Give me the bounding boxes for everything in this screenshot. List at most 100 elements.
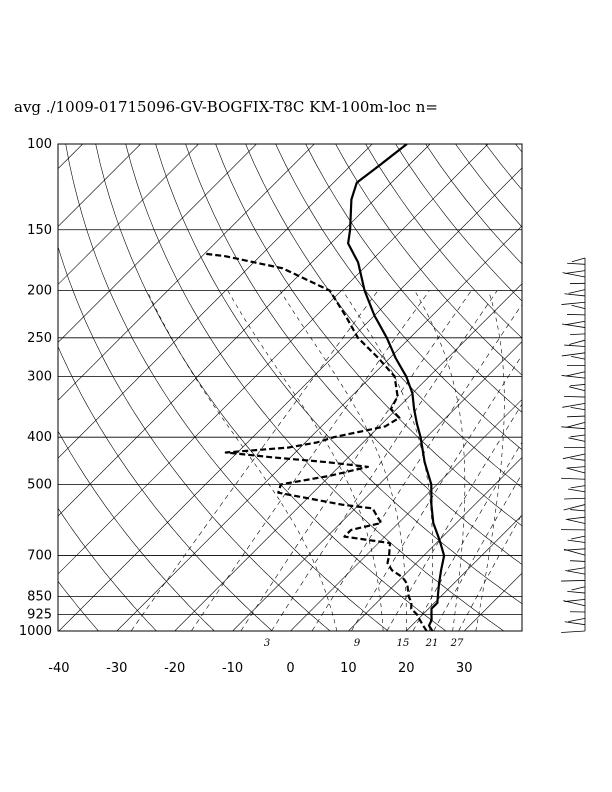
wind-barb — [564, 293, 586, 297]
wind-barb — [571, 304, 586, 309]
moist-adiabat-line — [279, 290, 407, 631]
wind-barb — [566, 421, 586, 428]
moist-adiabat-line — [414, 290, 466, 631]
wind-barb — [561, 630, 586, 633]
dry-adiabat-line — [546, 144, 612, 631]
wind-barb — [562, 453, 586, 460]
isotherm-line — [406, 514, 522, 631]
wind-barb — [564, 497, 586, 500]
temperature-tick-label: -30 — [106, 661, 127, 676]
wind-barb — [564, 395, 586, 398]
wind-barb — [561, 580, 586, 582]
isotherm-line — [58, 167, 522, 631]
dry-adiabat-line — [425, 144, 522, 265]
temperature-tick-label: 0 — [286, 661, 294, 676]
temperature-tick-label: 30 — [456, 661, 473, 676]
isotherm-line — [58, 144, 373, 459]
pressure-tick-label: 500 — [27, 477, 52, 492]
wind-barb — [568, 386, 586, 392]
wind-barb — [569, 339, 586, 345]
dry-adiabat-line — [395, 144, 522, 302]
wind-barb — [571, 355, 586, 360]
wind-barb — [562, 272, 586, 278]
plot-frame — [57, 143, 523, 632]
temperature-tick-label: 10 — [340, 661, 357, 676]
mixing-ratio-label: 21 — [425, 638, 439, 649]
isotherm-line — [58, 144, 199, 285]
pressure-tick-label: 700 — [27, 549, 52, 564]
wind-barb — [563, 600, 586, 607]
wind-barb — [567, 488, 586, 493]
moist-adiabat-line — [227, 290, 384, 631]
mixing-ratio-line — [311, 303, 522, 631]
wind-barb — [566, 467, 586, 474]
pressure-tick-label: 150 — [27, 223, 52, 238]
wind-barb — [570, 434, 586, 438]
chart-title: avg ./1009-01715096-GV-BOGFIX-T8C KM-100… — [14, 98, 438, 116]
dry-adiabat-line — [65, 144, 389, 631]
dry-adiabat-line — [95, 144, 447, 631]
mixing-ratio-label: 3 — [264, 638, 270, 649]
mixing-ratio-line — [271, 290, 498, 631]
wind-barb — [561, 301, 586, 305]
wind-barb-column — [561, 257, 586, 633]
temperature-tick-label: 20 — [398, 661, 415, 676]
wind-barb — [565, 371, 586, 377]
temperature-profile-line — [347, 144, 446, 631]
wind-barb — [568, 437, 586, 442]
wind-barb — [570, 560, 586, 562]
mixing-ratio-line — [386, 403, 522, 631]
mixing-ratio-labels: 3 9 15 21 27 — [264, 638, 464, 649]
wind-barb — [567, 539, 586, 543]
moist-adiabat-line — [146, 290, 338, 631]
wind-barb — [564, 344, 586, 347]
wind-barb — [561, 323, 586, 328]
moist-adiabat-lines — [146, 290, 505, 631]
isotherm-line — [463, 572, 522, 631]
temperature-tick-label: -20 — [164, 661, 185, 676]
temperature-tick-label: -10 — [222, 661, 243, 676]
dry-adiabat-line — [485, 144, 522, 191]
wind-barb — [567, 466, 586, 469]
isotherm-line — [174, 283, 522, 631]
wind-barb — [567, 516, 586, 520]
wind-barb — [561, 477, 586, 480]
wind-barb — [570, 333, 586, 336]
mixing-ratio-line — [240, 290, 472, 631]
mixing-ratio-line — [351, 354, 522, 631]
pressure-tick-label: 925 — [27, 608, 52, 623]
wind-barb — [563, 548, 586, 556]
dry-adiabat-line — [606, 144, 612, 631]
mixing-ratio-label: 27 — [450, 638, 464, 649]
wind-barb — [564, 598, 586, 602]
pressure-tick-label: 400 — [27, 430, 52, 445]
wind-barb — [565, 518, 586, 524]
isotherm-line — [116, 225, 522, 631]
isotherm-line — [232, 341, 522, 631]
isotherm-line — [348, 456, 522, 631]
wind-barb — [565, 320, 586, 326]
wind-barb — [567, 590, 586, 594]
isotherm-line — [290, 399, 522, 631]
wind-barb — [563, 504, 586, 511]
wind-barb — [570, 458, 586, 461]
wind-barb — [567, 415, 586, 418]
temperature-tick-labels: -40 -30 -20 -10 0 10 20 30 — [48, 661, 472, 676]
dry-adiabat-line — [58, 507, 157, 631]
isotherm-line — [0, 144, 25, 631]
temperature-tick-label: -40 — [48, 661, 69, 676]
wind-barb — [571, 257, 586, 263]
mixing-ratio-line — [458, 513, 522, 631]
pressure-tick-label: 100 — [27, 137, 52, 152]
wind-barb — [570, 384, 586, 387]
wind-barb — [570, 509, 586, 512]
pressure-tick-label: 1000 — [19, 624, 52, 639]
moist-adiabat-line — [475, 290, 505, 631]
isotherm-line — [58, 144, 257, 343]
wind-barb — [571, 535, 586, 540]
mixing-ratio-line — [412, 441, 522, 631]
isotherm-line — [521, 630, 522, 631]
mixing-ratio-lines — [130, 290, 522, 631]
